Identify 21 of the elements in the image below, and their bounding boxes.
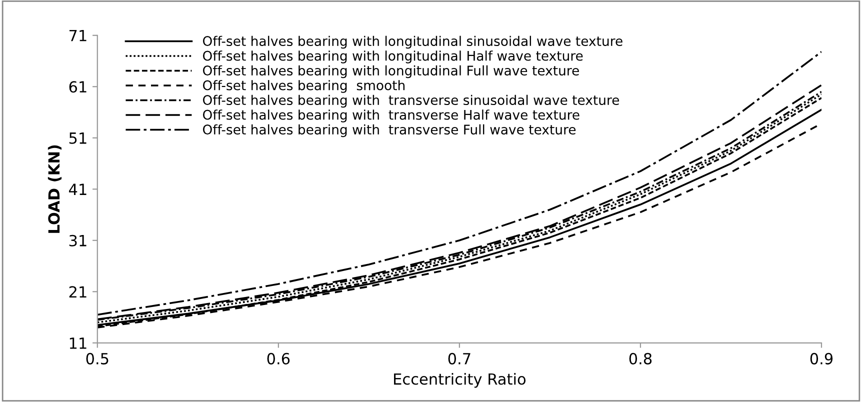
x-tick-label: 0.8	[629, 352, 652, 364]
legend-label: Off-set halves bearing with longitudinal sinusoidal wave texture	[202, 36, 622, 49]
legend-label: Off-set halves bearing with longitudinal Half wave texture	[202, 50, 583, 64]
y-tick-label: 11	[70, 338, 86, 349]
y-tick-label: 51	[69, 132, 86, 144]
legend-label: Off-set halves bearing with transverse Full wave texture	[202, 124, 576, 138]
x-tick-label: 0.5	[86, 352, 108, 364]
y-tick-label: 61	[69, 81, 86, 93]
y-tick-label: 41	[68, 184, 86, 195]
x-axis-title: Eccentricity Ratio	[394, 372, 526, 388]
legend-label: Off-set halves bearing with longitudinal Full wave texture	[202, 65, 579, 78]
legend-label: Off-set halves bearing with transverse sinusoidal wave texture	[202, 94, 620, 108]
legend-label: Off-set halves bearing with transverse Half wave texture	[202, 110, 580, 122]
y-axis-title: LOAD (KN)	[48, 145, 62, 233]
y-tick-label: 71	[69, 30, 86, 42]
x-tick-label: 0.7	[448, 352, 470, 364]
y-tick-label: 21	[69, 286, 86, 298]
x-tick-label: 0.9	[810, 352, 833, 364]
y-tick-label: 31	[69, 234, 86, 246]
x-tick-label: 0.6	[267, 352, 290, 364]
legend-label: Off-set halves bearing smooth	[202, 80, 405, 93]
